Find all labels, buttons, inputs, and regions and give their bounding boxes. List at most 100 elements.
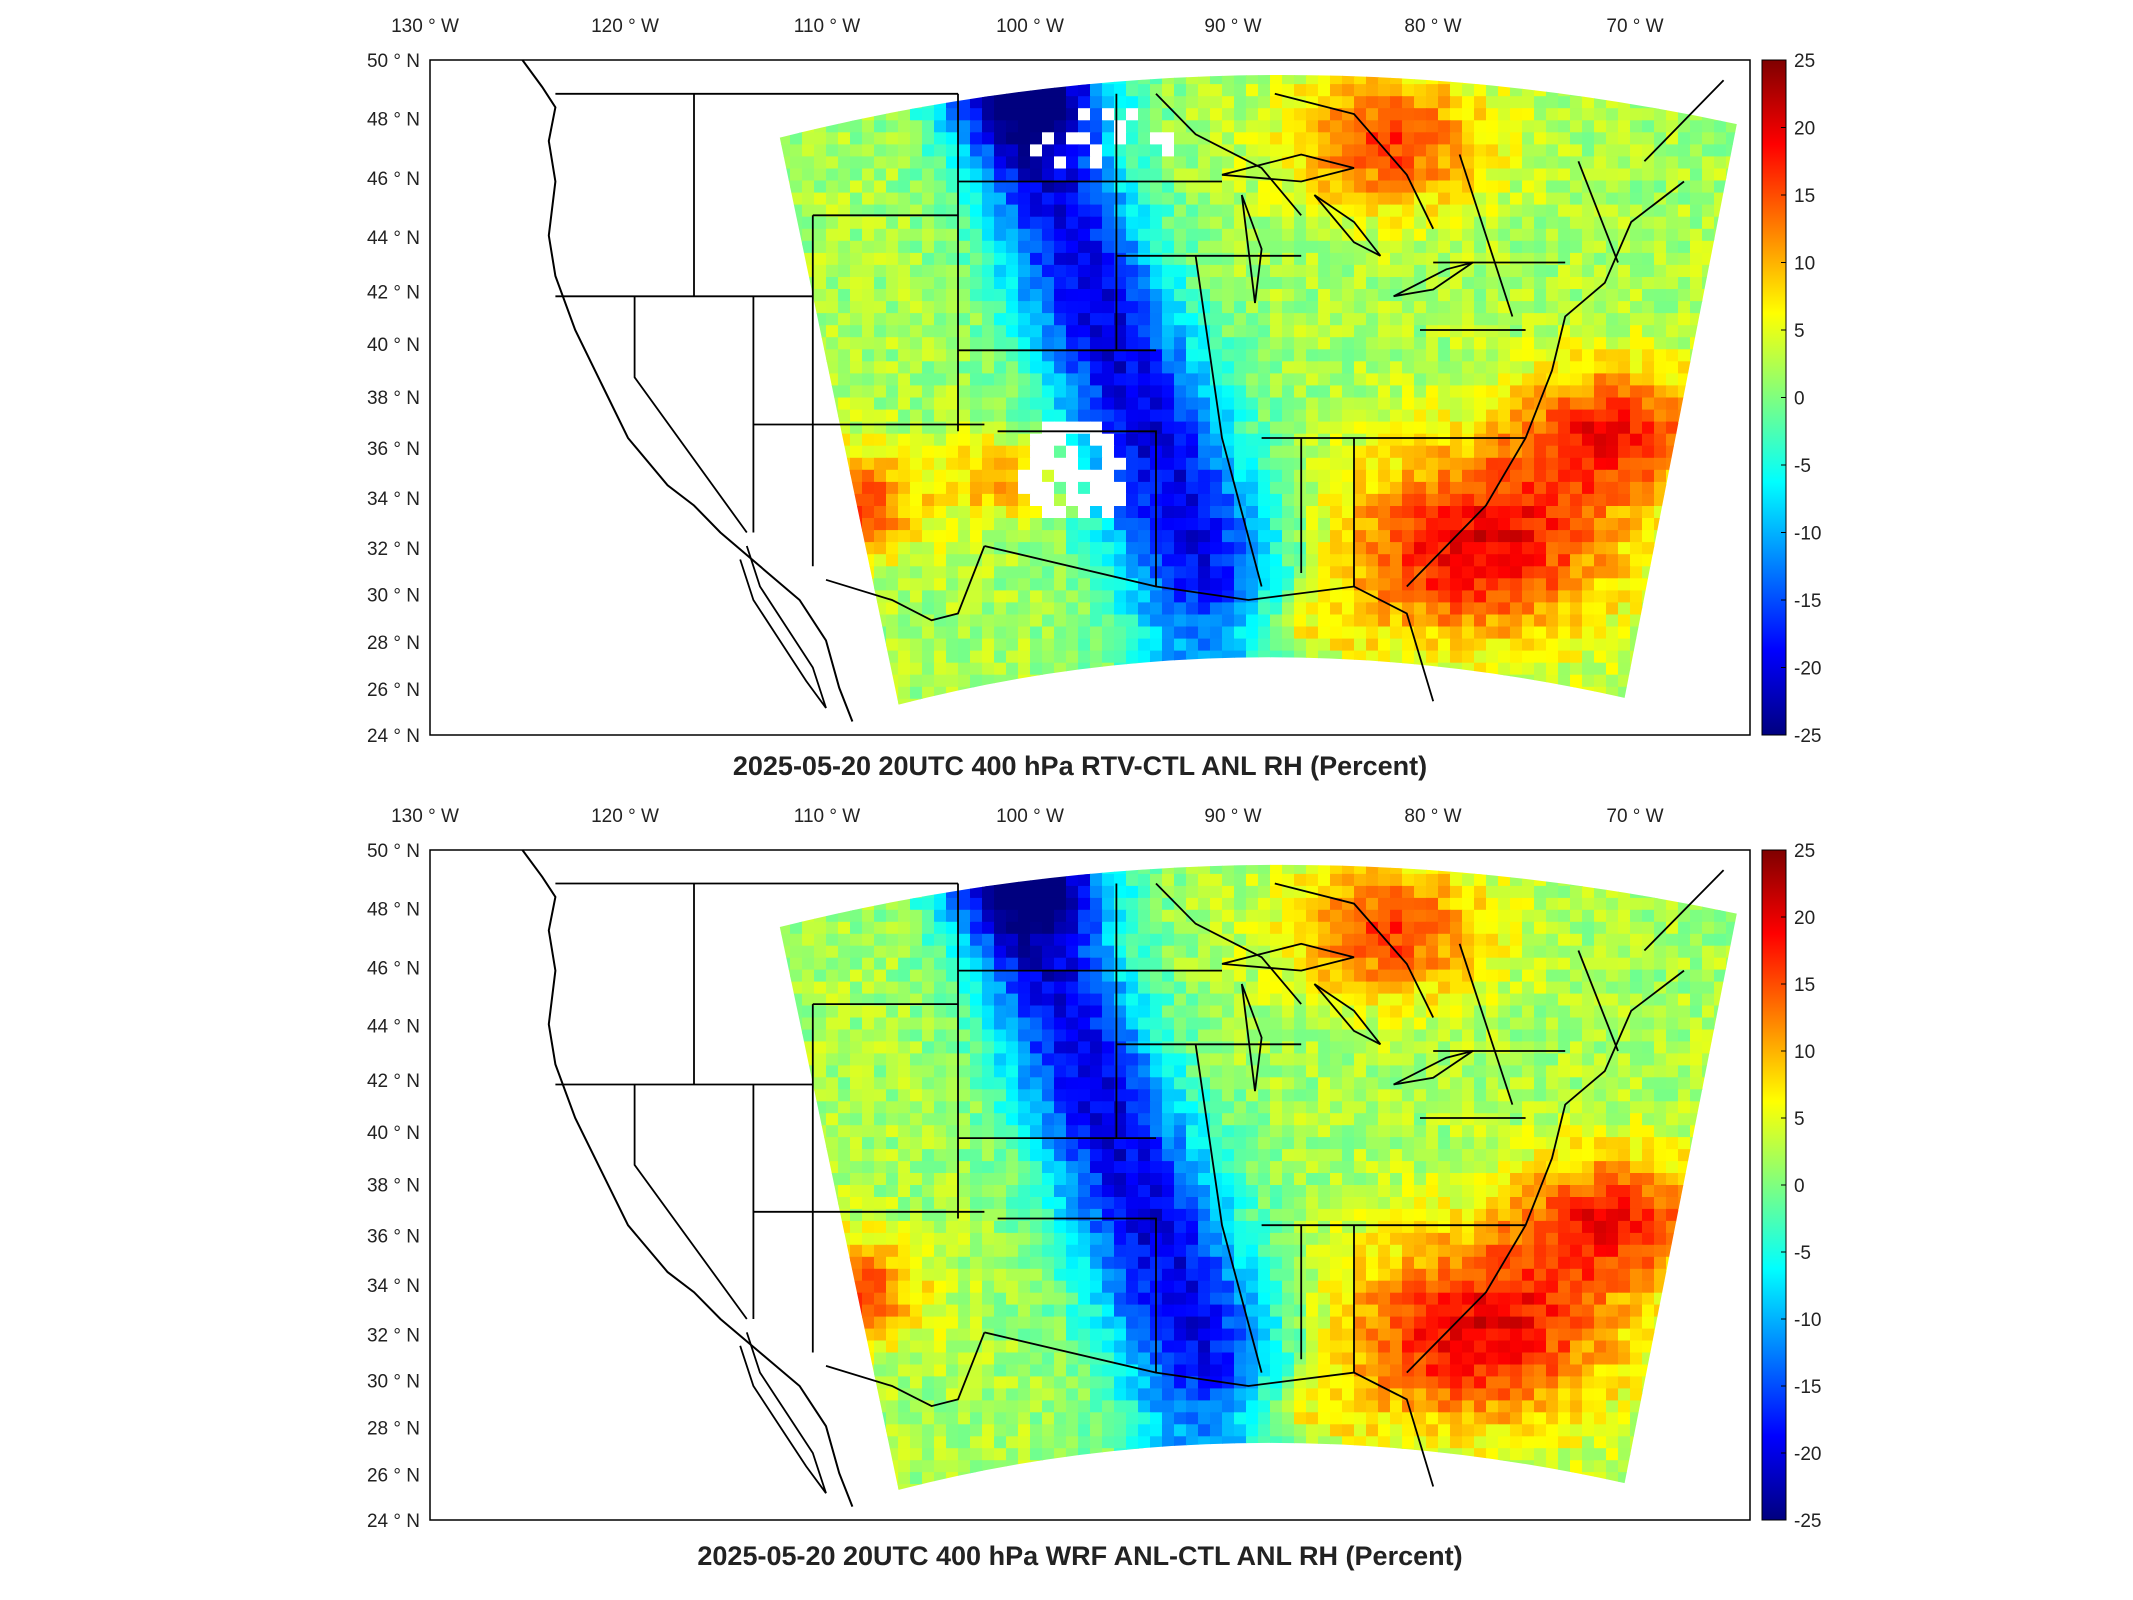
lat-tick-label: 36 ° N xyxy=(367,439,420,460)
boundary-line xyxy=(984,545,1435,702)
lat-tick-label: 50 ° N xyxy=(367,841,420,862)
panel-title: 2025-05-20 20UTC 400 hPa RTV-CTL ANL RH … xyxy=(733,751,1427,781)
great-lake-outline xyxy=(1393,261,1474,298)
great-lake-outline xyxy=(1393,1050,1474,1086)
boundary-line xyxy=(1643,79,1725,162)
lat-tick-label: 30 ° N xyxy=(367,586,420,607)
colorbar-tick-label: 25 xyxy=(1794,841,1815,862)
colorbar-tick-label: 25 xyxy=(1794,51,1815,72)
colorbar-tick-label: -25 xyxy=(1794,1511,1821,1532)
west-coastline xyxy=(521,59,854,722)
rh-difference-field xyxy=(779,864,1737,1490)
boundary-line xyxy=(1274,882,1435,1018)
lat-tick-label: 28 ° N xyxy=(367,633,420,654)
lon-tick-label: 100 ° W xyxy=(996,16,1064,37)
colorbar-tick-label: 0 xyxy=(1794,389,1805,410)
great-lake-outline xyxy=(1240,194,1263,304)
lat-tick-label: 38 ° N xyxy=(367,388,420,409)
lat-tick-label: 26 ° N xyxy=(367,1465,420,1486)
boundary-line xyxy=(825,545,986,622)
great-lake-outline xyxy=(1313,983,1382,1046)
lat-tick-label: 28 ° N xyxy=(367,1419,420,1440)
colorbar-tick-label: 10 xyxy=(1794,1042,1815,1063)
lon-tick-label: 90 ° W xyxy=(1204,16,1261,37)
coastlines-and-borders xyxy=(521,849,1725,1507)
lat-tick-label: 46 ° N xyxy=(367,958,420,979)
colorbar-gradient xyxy=(1761,59,1787,736)
colorbar-tick-label: 20 xyxy=(1794,908,1815,929)
lat-tick-label: 26 ° N xyxy=(367,680,420,701)
map-panel-rtv: 130 ° W 120 ° W 110 ° W 100 ° W 90 ° W 80 ° W… xyxy=(367,16,1821,781)
lon-tick-label: 70 ° W xyxy=(1606,806,1663,827)
lat-labels-left: 50 ° N 48 ° N 46 ° N 44 ° N 42 ° N 40 ° N 38 °… xyxy=(367,51,420,747)
boundary-line xyxy=(997,1217,1157,1373)
lon-tick-label: 110 ° W xyxy=(794,806,860,827)
lon-tick-label: 100 ° W xyxy=(996,806,1064,827)
colorbar-tick-label: -20 xyxy=(1794,1444,1821,1465)
colorbar-tick-label: 15 xyxy=(1794,186,1815,207)
boundary-line xyxy=(825,1332,986,1408)
west-coastline xyxy=(521,849,854,1507)
colorbar-tick-label: -15 xyxy=(1794,1377,1821,1398)
lon-tick-label: 70 ° W xyxy=(1606,16,1663,37)
lat-tick-label: 44 ° N xyxy=(367,1017,420,1038)
colorbar-tick-label: -10 xyxy=(1794,524,1821,545)
great-lake-outline xyxy=(1313,194,1382,257)
lat-tick-label: 36 ° N xyxy=(367,1226,420,1247)
colorbar: 25 20 15 10 5 0 -5 -10 -15 -20 -25 xyxy=(1761,51,1821,747)
great-lake-outline xyxy=(1221,153,1355,183)
colorbar-tick-label: -25 xyxy=(1794,726,1821,747)
rh-difference-field xyxy=(779,74,1737,705)
lat-tick-label: 24 ° N xyxy=(367,1511,420,1532)
boundary-line xyxy=(1194,255,1263,587)
lon-labels-top: 130 ° W 120 ° W 110 ° W 100 ° W 90 ° W 80 ° W… xyxy=(391,16,1664,37)
colorbar-tick-label: -20 xyxy=(1794,659,1821,680)
lat-tick-label: 40 ° N xyxy=(367,1123,420,1144)
field-cells xyxy=(779,74,1737,705)
coastlines-and-borders xyxy=(521,59,1725,722)
lat-tick-label: 48 ° N xyxy=(367,899,420,920)
colorbar-tick-label: -5 xyxy=(1794,1243,1811,1264)
boundary-line xyxy=(1406,180,1685,588)
lat-tick-label: 48 ° N xyxy=(367,110,420,131)
colorbar-tick-label: -15 xyxy=(1794,591,1821,612)
lon-tick-label: 130 ° W xyxy=(391,806,459,827)
colorbar: 25 20 15 10 5 0 -5 -10 -15 -20 -25 xyxy=(1761,841,1821,1532)
boundary-line xyxy=(1577,950,1619,1052)
lon-tick-label: 80 ° W xyxy=(1404,806,1461,827)
colorbar-tick-label: 0 xyxy=(1794,1176,1805,1197)
lat-tick-label: 40 ° N xyxy=(367,335,420,356)
lon-tick-label: 120 ° W xyxy=(591,16,659,37)
lon-tick-label: 120 ° W xyxy=(591,806,659,827)
colorbar-tick-label: 15 xyxy=(1794,975,1815,996)
boundary-line xyxy=(1155,93,1302,216)
lat-tick-label: 42 ° N xyxy=(367,1071,420,1092)
map-panel-wrf: 130 ° W 120 ° W 110 ° W 100 ° W 90 ° W 80 ° W… xyxy=(367,806,1821,1571)
baja-coastline xyxy=(739,545,827,709)
boundary-line xyxy=(1458,154,1514,317)
colorbar-tick-label: 20 xyxy=(1794,119,1815,140)
lon-tick-label: 110 ° W xyxy=(794,16,860,37)
lat-tick-label: 46 ° N xyxy=(367,169,420,190)
lon-tick-label: 130 ° W xyxy=(391,16,459,37)
boundary-line xyxy=(1406,969,1685,1374)
boundary-line xyxy=(984,1331,1435,1487)
colorbar-tick-label: 5 xyxy=(1794,321,1805,342)
boundary-line xyxy=(1194,1044,1263,1373)
lat-tick-label: 42 ° N xyxy=(367,283,420,304)
lon-tick-label: 80 ° W xyxy=(1404,16,1461,37)
colorbar-tick-label: -5 xyxy=(1794,456,1811,477)
boundary-line xyxy=(1577,160,1619,263)
boundary-line xyxy=(633,1084,748,1320)
lat-tick-label: 34 ° N xyxy=(367,1276,420,1297)
lon-tick-label: 90 ° W xyxy=(1204,806,1261,827)
great-lake-outline xyxy=(1240,983,1263,1092)
lat-tick-label: 34 ° N xyxy=(367,489,420,510)
boundary-line xyxy=(997,430,1157,587)
boundary-line xyxy=(633,296,748,534)
lat-tick-label: 44 ° N xyxy=(367,228,420,249)
field-cells xyxy=(779,864,1737,1490)
lat-tick-label: 32 ° N xyxy=(367,1325,420,1346)
boundary-line xyxy=(1155,882,1302,1005)
